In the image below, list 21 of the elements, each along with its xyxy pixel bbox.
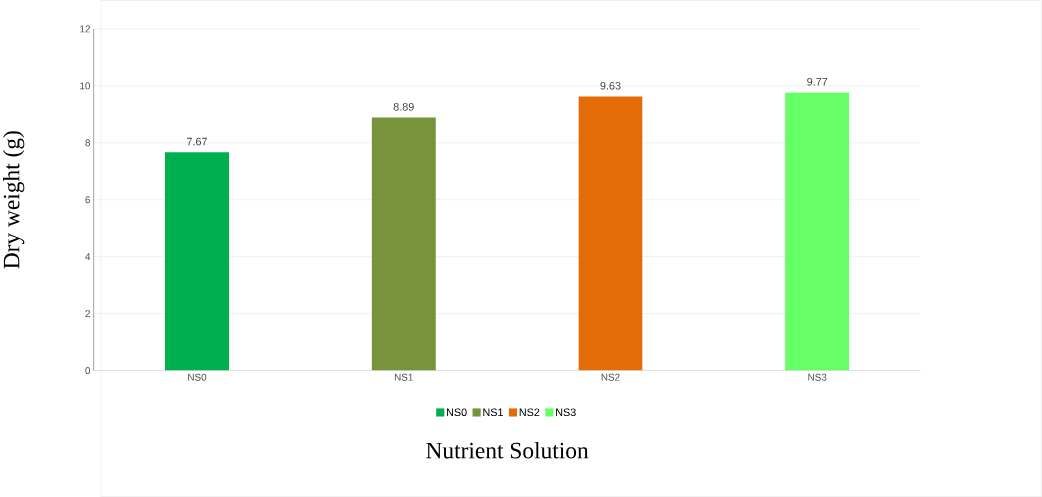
y-tick-label: 4 (85, 253, 91, 261)
legend-label: NS0 (447, 408, 467, 417)
y-tick-label: 6 (85, 196, 91, 204)
y-tick-label: 0 (85, 367, 91, 375)
y-tick-label: 8 (85, 139, 91, 147)
y-tick-label: 12 (80, 25, 90, 33)
legend-label: NS3 (556, 408, 576, 417)
data-label: 9.77 (807, 77, 828, 86)
legend-label: NS1 (483, 408, 503, 417)
data-label: 8.89 (393, 102, 414, 111)
x-tick-label: NS0 (188, 373, 207, 381)
x-axis-title: Nutrient Solution (426, 442, 589, 459)
y-axis-title: Dry weight (g) (3, 131, 25, 269)
data-label: 7.67 (187, 137, 207, 146)
y-tick-label: 2 (85, 310, 90, 318)
data-label: 9.63 (600, 81, 621, 90)
y-tick-label: 10 (80, 82, 91, 90)
x-tick-label: NS1 (394, 373, 413, 381)
legend-label: NS2 (519, 408, 540, 417)
x-tick-label: NS3 (808, 373, 827, 381)
x-tick-label: NS2 (601, 373, 620, 381)
